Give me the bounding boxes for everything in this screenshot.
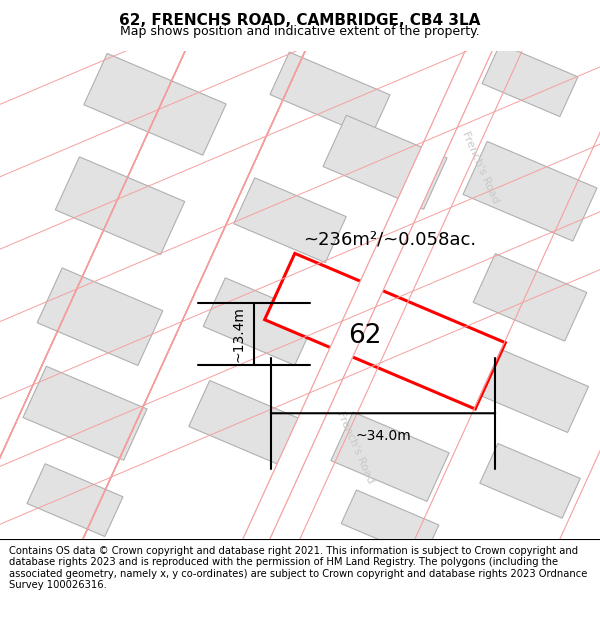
Bar (323, 115, 447, 209)
Bar (234, 177, 346, 262)
Text: 62: 62 (348, 323, 382, 349)
Text: French's Road: French's Road (335, 409, 375, 484)
Bar (84, 54, 226, 155)
Bar (270, 52, 390, 138)
Bar (480, 444, 580, 518)
Text: Map shows position and indicative extent of the property.: Map shows position and indicative extent… (120, 26, 480, 39)
Bar (331, 412, 449, 501)
Text: Contains OS data © Crown copyright and database right 2021. This information is : Contains OS data © Crown copyright and d… (9, 546, 587, 591)
Bar (482, 44, 578, 117)
Bar (341, 490, 439, 559)
Bar (472, 346, 589, 432)
Bar (37, 268, 163, 366)
Text: French's Road: French's Road (460, 129, 500, 204)
Bar (463, 141, 597, 241)
Bar (265, 253, 505, 409)
Bar (203, 278, 317, 365)
Text: ~236m²/~0.058ac.: ~236m²/~0.058ac. (304, 231, 476, 249)
Bar (473, 254, 587, 341)
Text: 62, FRENCHS ROAD, CAMBRIDGE, CB4 3LA: 62, FRENCHS ROAD, CAMBRIDGE, CB4 3LA (119, 12, 481, 28)
Text: ~13.4m: ~13.4m (232, 306, 246, 362)
Text: ~34.0m: ~34.0m (355, 429, 411, 442)
Polygon shape (243, 51, 492, 539)
Bar (189, 381, 301, 465)
Bar (27, 464, 123, 536)
Bar (23, 366, 147, 460)
Bar (55, 157, 185, 254)
